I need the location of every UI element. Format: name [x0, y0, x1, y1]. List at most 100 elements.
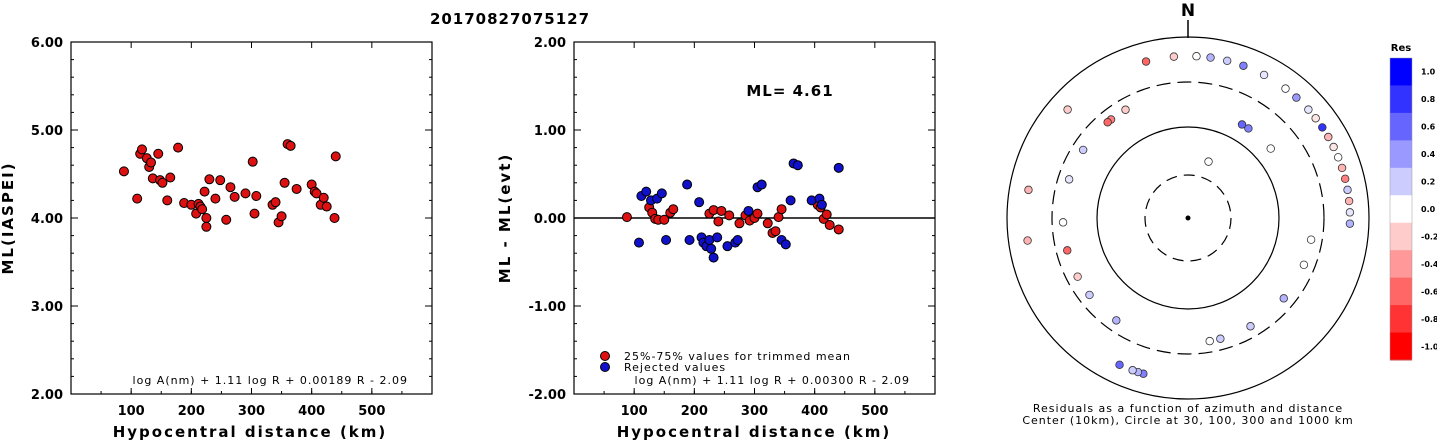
- data-point: [291, 183, 302, 194]
- residual-point: [1073, 272, 1082, 281]
- circle-100km: [1096, 126, 1280, 310]
- data-point: [201, 213, 212, 223]
- colorbar-label: -0.4: [1421, 260, 1437, 269]
- formula-label: log A(nm) + 1.11 log R + 0.00189 R - 2.0…: [133, 374, 408, 387]
- data-point: [279, 177, 290, 188]
- residual-point: [1141, 57, 1151, 66]
- center-dot: [1185, 215, 1191, 221]
- residual-point: [1324, 132, 1333, 142]
- formula-label: log A(nm) + 1.11 log R + 0.00300 R - 2.0…: [635, 374, 910, 387]
- residual-point: [1103, 118, 1112, 127]
- plot-frame: [70, 41, 433, 395]
- trimmed-point: [770, 226, 781, 237]
- residual-point: [1063, 246, 1072, 255]
- data-point: [321, 201, 332, 212]
- data-point: [197, 204, 208, 215]
- ml-annotation: ML= 4.61: [746, 82, 833, 100]
- y-axis-label: ML(IASPEI): [0, 161, 17, 274]
- rejected-point: [641, 186, 652, 197]
- data-point: [165, 172, 176, 183]
- rejected-point: [661, 235, 672, 245]
- rejected-point: [682, 179, 693, 190]
- trimmed-point: [734, 218, 745, 229]
- rejected-point: [792, 160, 803, 171]
- polar-caption-line1: Residuals as a function of azimuth and d…: [1033, 402, 1343, 415]
- figure-title: 20170827075127: [430, 10, 590, 28]
- residual-point: [1304, 105, 1313, 114]
- residual-point: [1281, 84, 1290, 93]
- trimmed-point: [824, 220, 835, 231]
- x-tick-label: 300: [238, 404, 265, 419]
- data-point: [118, 166, 129, 177]
- y-tick-label: 3.00: [31, 300, 63, 315]
- colorbar-cell: [1390, 250, 1412, 279]
- colorbar-label: -0.6: [1421, 287, 1437, 296]
- colorbar-cell: [1390, 277, 1412, 306]
- data-point: [199, 186, 210, 197]
- x-axis-label: Hypocentral distance (km): [617, 423, 892, 441]
- y-tick-label: 4.00: [31, 212, 63, 227]
- legend-label-rejected: Rejected values: [624, 361, 726, 374]
- residual-point: [1115, 360, 1124, 370]
- rejected-point: [694, 197, 705, 208]
- residual-point: [1239, 61, 1248, 70]
- data-point: [276, 211, 287, 222]
- residual-point: [1222, 56, 1232, 66]
- data-point: [210, 193, 221, 204]
- rejected-point: [706, 243, 717, 254]
- data-point: [285, 140, 296, 151]
- residual-point: [1112, 316, 1121, 325]
- colorbar-cell: [1390, 58, 1412, 86]
- trimmed-point: [776, 204, 787, 215]
- y-tick-label: 1.00: [534, 124, 566, 139]
- colorbar-label: -0.8: [1421, 315, 1437, 324]
- x-axis-label: Hypocentral distance (km): [113, 423, 388, 441]
- rejected-point: [816, 199, 827, 210]
- data-point: [311, 188, 322, 199]
- y-tick-label: 5.00: [31, 124, 63, 139]
- colorbar-title: Res: [1391, 43, 1411, 54]
- colorbar-label: 0.0: [1421, 205, 1436, 214]
- data-point: [132, 193, 143, 204]
- circle-1000km: [1006, 36, 1370, 400]
- residual-point: [1205, 336, 1214, 346]
- data-point: [146, 157, 157, 168]
- residual-point: [1121, 105, 1130, 114]
- data-point: [330, 151, 341, 162]
- data-point: [153, 148, 164, 159]
- colorbar-cell: [1390, 140, 1412, 169]
- residual-point: [1344, 196, 1354, 206]
- rejected-point: [684, 235, 695, 245]
- rejected-point: [732, 235, 743, 245]
- colorbar-label: 1.0: [1421, 68, 1436, 77]
- trimmed-point: [668, 204, 679, 215]
- data-point: [173, 142, 184, 153]
- x-tick-label: 100: [118, 404, 145, 419]
- legend-label-trimmed: 25%-75% values for trimmed mean: [624, 350, 851, 363]
- x-tick-label: 200: [178, 404, 205, 419]
- data-point: [249, 208, 260, 219]
- residual-point: [1063, 105, 1072, 114]
- data-point: [229, 191, 240, 202]
- data-point: [329, 213, 340, 223]
- rejected-point: [712, 232, 723, 243]
- rejected-point: [743, 205, 754, 216]
- residual-point: [1216, 334, 1225, 343]
- residual-point: [1169, 52, 1179, 61]
- x-tick-label: 400: [298, 404, 325, 419]
- residual-point: [1299, 260, 1309, 270]
- data-point: [318, 192, 329, 203]
- residual-point: [1206, 53, 1215, 62]
- y-tick-label: -1.00: [529, 300, 566, 315]
- colorbar-cell: [1390, 222, 1412, 251]
- rejected-point: [780, 239, 791, 250]
- polar-caption-line2: Center (10km), Circle at 30, 100, 300 an…: [1022, 414, 1353, 427]
- residual-point: [1343, 185, 1352, 195]
- x-tick-label: 100: [621, 404, 648, 419]
- trimmed-point: [716, 205, 727, 216]
- colorbar: Res 1.0 0.8 0.6 0.4 0.2 0.0 -0.2 -0.4 -0.6 -0.8 -1…: [1389, 43, 1437, 361]
- data-point: [215, 175, 226, 186]
- colorbar-frame: [1389, 57, 1413, 361]
- y-tick-label: -2.00: [529, 388, 566, 403]
- rejected-point: [633, 237, 644, 248]
